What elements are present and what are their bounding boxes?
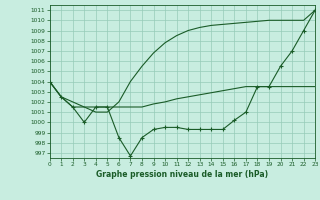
- X-axis label: Graphe pression niveau de la mer (hPa): Graphe pression niveau de la mer (hPa): [96, 170, 268, 179]
